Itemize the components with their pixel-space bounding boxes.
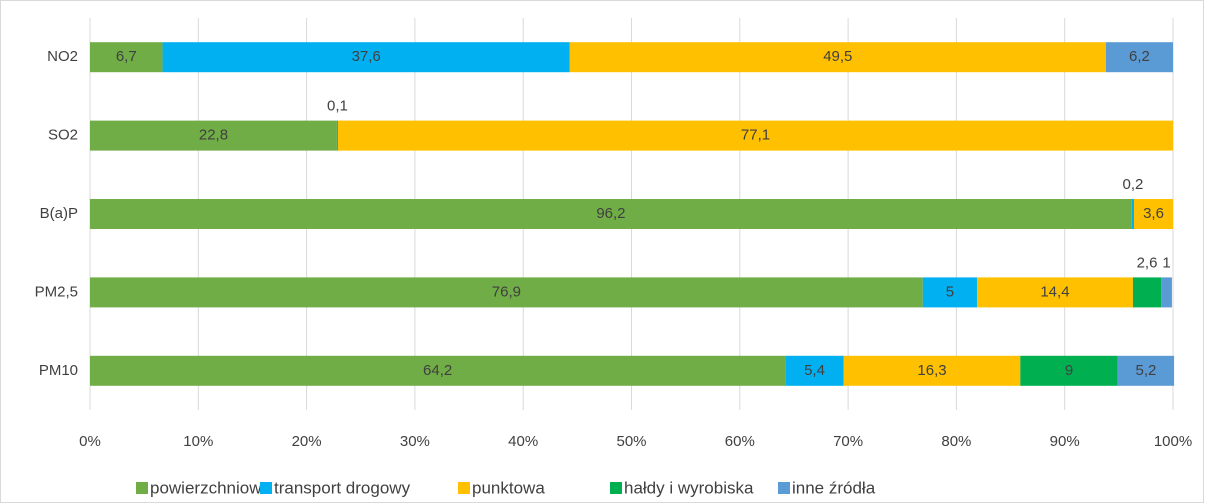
bar-segment bbox=[90, 42, 163, 73]
x-tick-label: 60% bbox=[725, 433, 755, 450]
bar-segment bbox=[90, 277, 923, 308]
data-label: 16,3 bbox=[917, 362, 946, 379]
data-label: 5 bbox=[946, 283, 954, 300]
bar-segment bbox=[336, 120, 339, 151]
bar-segment bbox=[1132, 277, 1162, 308]
bar-segment bbox=[976, 277, 1133, 308]
data-label: 22,8 bbox=[199, 127, 228, 144]
bar-segment bbox=[843, 355, 1021, 386]
legend-label: hałdy i wyrobiska bbox=[624, 478, 754, 497]
bar-segment bbox=[569, 42, 1106, 73]
x-tick-label: 50% bbox=[616, 433, 646, 450]
x-tick-label: 30% bbox=[400, 433, 430, 450]
bar-segment bbox=[1161, 277, 1172, 308]
x-tick-label: 90% bbox=[1050, 433, 1080, 450]
legend-label: punktowa bbox=[472, 478, 545, 497]
data-label: 9 bbox=[1065, 362, 1073, 379]
data-label: 6,7 bbox=[116, 48, 137, 65]
bar-segment bbox=[1131, 199, 1135, 229]
data-label: 49,5 bbox=[823, 48, 852, 65]
bar-segment bbox=[162, 42, 570, 73]
legend-marker bbox=[458, 482, 470, 494]
bar-segment bbox=[338, 120, 1174, 151]
bar-segment bbox=[90, 199, 1132, 229]
x-tick-label: 40% bbox=[508, 433, 538, 450]
data-label: 77,1 bbox=[741, 127, 770, 144]
legend-marker bbox=[610, 482, 622, 494]
x-tick-label: 10% bbox=[183, 433, 213, 450]
bar-segment bbox=[90, 120, 337, 151]
bar-segment bbox=[1105, 42, 1173, 73]
data-label: 64,2 bbox=[423, 362, 452, 379]
data-label: 37,6 bbox=[352, 48, 381, 65]
data-label: 6,2 bbox=[1129, 48, 1150, 65]
legend-label: inne źródła bbox=[792, 478, 876, 497]
x-tick-label: 80% bbox=[941, 433, 971, 450]
y-tick-label: NO2 bbox=[47, 48, 78, 65]
data-label: 0,1 bbox=[327, 98, 348, 115]
y-tick-label: PM2,5 bbox=[35, 283, 78, 300]
bar-segment bbox=[1134, 199, 1173, 229]
bar-segment bbox=[1117, 355, 1175, 386]
x-tick-label: 70% bbox=[833, 433, 863, 450]
bar-segment bbox=[922, 277, 977, 308]
x-tick-label: 20% bbox=[292, 433, 322, 450]
x-tick-label: 100% bbox=[1154, 433, 1192, 450]
data-label: 2,6 bbox=[1137, 254, 1158, 271]
y-tick-label: B(a)P bbox=[40, 205, 78, 222]
data-label: 3,6 bbox=[1143, 205, 1164, 222]
bar-segment bbox=[785, 355, 844, 386]
data-label: 96,2 bbox=[596, 205, 625, 222]
bar-segment bbox=[1020, 355, 1118, 386]
legend-marker bbox=[260, 482, 272, 494]
legend-marker bbox=[778, 482, 790, 494]
data-label: 5,2 bbox=[1135, 362, 1156, 379]
data-label: 76,9 bbox=[492, 283, 521, 300]
data-label: 5,4 bbox=[804, 362, 825, 379]
data-label: 0,2 bbox=[1122, 176, 1143, 193]
bar-segment bbox=[90, 355, 786, 386]
x-tick-label: 0% bbox=[79, 433, 101, 450]
data-label: 1 bbox=[1162, 254, 1170, 271]
legend-marker bbox=[136, 482, 148, 494]
legend-label: transport drogowy bbox=[274, 478, 411, 497]
data-label: 14,4 bbox=[1040, 283, 1069, 300]
y-tick-label: SO2 bbox=[48, 127, 78, 144]
y-tick-label: PM10 bbox=[39, 362, 78, 379]
legend-label: powierzchniowa bbox=[150, 478, 271, 497]
